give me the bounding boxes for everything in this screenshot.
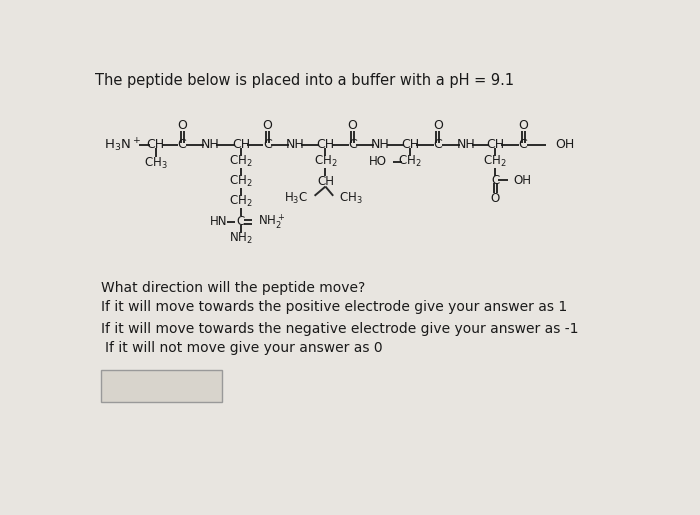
Text: HN: HN	[209, 215, 227, 229]
Text: $\mathsf{CH_2}$: $\mathsf{CH_2}$	[484, 154, 507, 169]
Text: C: C	[519, 139, 527, 151]
Text: HO: HO	[369, 156, 386, 168]
Text: If it will move towards the positive electrode give your answer as 1: If it will move towards the positive ele…	[102, 300, 568, 315]
Text: The peptide below is placed into a buffer with a pH = 9.1: The peptide below is placed into a buffe…	[95, 73, 514, 88]
Text: O: O	[491, 193, 500, 205]
Text: $\mathsf{CH_2}$: $\mathsf{CH_2}$	[229, 194, 253, 210]
Text: O: O	[433, 119, 442, 132]
Text: O: O	[177, 119, 187, 132]
Text: $\mathsf{H_3C}$: $\mathsf{H_3C}$	[284, 191, 309, 207]
Bar	[102, 370, 222, 402]
Text: O: O	[348, 119, 358, 132]
Text: C: C	[237, 215, 245, 229]
Text: O: O	[262, 119, 272, 132]
Text: CH: CH	[401, 139, 419, 151]
Text: $\mathsf{CH_3}$: $\mathsf{CH_3}$	[340, 191, 363, 207]
Text: What direction will the peptide move?: What direction will the peptide move?	[102, 281, 365, 295]
Text: If it will move towards the negative electrode give your answer as -1: If it will move towards the negative ele…	[102, 322, 579, 336]
Text: C: C	[433, 139, 442, 151]
Text: $\mathsf{NH_2}$: $\mathsf{NH_2}$	[229, 231, 253, 246]
Text: $\mathsf{CH_2}$: $\mathsf{CH_2}$	[398, 154, 421, 169]
Text: CH: CH	[232, 139, 250, 151]
Text: $\mathsf{CH_2}$: $\mathsf{CH_2}$	[229, 175, 253, 190]
Text: NH: NH	[201, 139, 219, 151]
Text: OH: OH	[514, 174, 532, 187]
Text: If it will not move give your answer as 0: If it will not move give your answer as …	[104, 341, 382, 355]
Text: NH: NH	[286, 139, 304, 151]
Text: CH: CH	[146, 139, 164, 151]
Text: $\mathsf{CH_3}$: $\mathsf{CH_3}$	[144, 156, 167, 171]
Text: $\mathsf{H_3N^+}$: $\mathsf{H_3N^+}$	[104, 136, 141, 153]
Text: CH: CH	[317, 175, 334, 187]
Text: C: C	[178, 139, 186, 151]
Text: C: C	[263, 139, 272, 151]
Text: O: O	[518, 119, 528, 132]
Text: NH: NH	[456, 139, 475, 151]
Text: CH: CH	[486, 139, 504, 151]
Text: NH: NH	[371, 139, 390, 151]
Text: $\mathsf{CH_2}$: $\mathsf{CH_2}$	[314, 154, 337, 169]
Text: CH: CH	[316, 139, 335, 151]
Text: C: C	[348, 139, 357, 151]
Text: $\mathsf{NH_2^+}$: $\mathsf{NH_2^+}$	[258, 213, 286, 231]
Text: $\mathsf{CH_2}$: $\mathsf{CH_2}$	[229, 154, 253, 169]
Text: C: C	[491, 174, 499, 187]
Text: OH: OH	[556, 139, 575, 151]
